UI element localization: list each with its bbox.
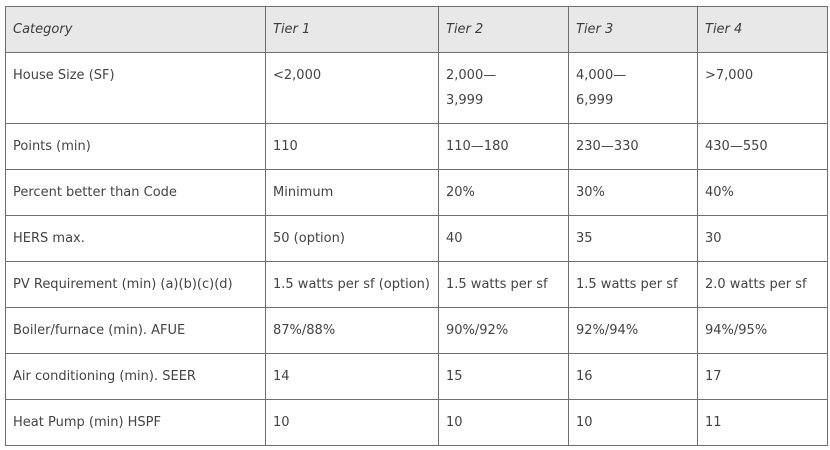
- header-row: Category Tier 1 Tier 2 Tier 3 Tier 4: [5, 6, 828, 53]
- table-row: Heat Pump (min) HSPF 10 10 10 11: [5, 399, 828, 446]
- table-row: HERS max. 50 (option) 40 35 30: [5, 215, 828, 262]
- cell-boiler-tier-3: 92%/94%: [568, 307, 698, 354]
- cell-heat-pump-tier-1: 10: [265, 399, 439, 446]
- cell-pv-tier-1: 1.5 watts per sf (option): [265, 261, 439, 308]
- cell-house-size-tier-2: 2,000— 3,999: [438, 52, 569, 124]
- cell-hers-tier-3: 35: [568, 215, 698, 262]
- row-label-points: Points (min): [5, 123, 266, 170]
- cell-boiler-tier-2: 90%/92%: [438, 307, 569, 354]
- cell-points-tier-4: 430—550: [697, 123, 828, 170]
- cell-ac-tier-1: 14: [265, 353, 439, 400]
- cell-hers-tier-4: 30: [697, 215, 828, 262]
- row-label-house-size: House Size (SF): [5, 52, 266, 124]
- cell-ac-tier-3: 16: [568, 353, 698, 400]
- table-body: House Size (SF) <2,000 2,000— 3,999 4,00…: [5, 52, 828, 446]
- row-label-air-conditioning: Air conditioning (min). SEER: [5, 353, 266, 400]
- cell-hers-tier-2: 40: [438, 215, 569, 262]
- table-row: PV Requirement (min) (a)(b)(c)(d) 1.5 wa…: [5, 261, 828, 308]
- row-label-boiler: Boiler/furnace (min). AFUE: [5, 307, 266, 354]
- row-label-hers: HERS max.: [5, 215, 266, 262]
- cell-ac-tier-4: 17: [697, 353, 828, 400]
- cell-percent-tier-3: 30%: [568, 169, 698, 216]
- table-row: Percent better than Code Minimum 20% 30%…: [5, 169, 828, 216]
- cell-heat-pump-tier-2: 10: [438, 399, 569, 446]
- cell-percent-tier-1: Minimum: [265, 169, 439, 216]
- cell-heat-pump-tier-3: 10: [568, 399, 698, 446]
- table-row: Air conditioning (min). SEER 14 15 16 17: [5, 353, 828, 400]
- header-category: Category: [5, 6, 266, 53]
- tier-requirements-table: Category Tier 1 Tier 2 Tier 3 Tier 4 Hou…: [5, 6, 828, 446]
- cell-boiler-tier-1: 87%/88%: [265, 307, 439, 354]
- header-tier-3: Tier 3: [568, 6, 698, 53]
- cell-house-size-tier-3: 4,000— 6,999: [568, 52, 698, 124]
- table-row: House Size (SF) <2,000 2,000— 3,999 4,00…: [5, 52, 828, 124]
- cell-pv-tier-4: 2.0 watts per sf: [697, 261, 828, 308]
- cell-house-size-tier-1: <2,000: [265, 52, 439, 124]
- cell-pv-tier-3: 1.5 watts per sf: [568, 261, 698, 308]
- tier-table-container: Category Tier 1 Tier 2 Tier 3 Tier 4 Hou…: [5, 6, 828, 446]
- cell-pv-tier-2: 1.5 watts per sf: [438, 261, 569, 308]
- cell-boiler-tier-4: 94%/95%: [697, 307, 828, 354]
- cell-points-tier-2: 110—180: [438, 123, 569, 170]
- cell-percent-tier-4: 40%: [697, 169, 828, 216]
- header-tier-4: Tier 4: [697, 6, 828, 53]
- row-label-heat-pump: Heat Pump (min) HSPF: [5, 399, 266, 446]
- cell-points-tier-1: 110: [265, 123, 439, 170]
- header-tier-2: Tier 2: [438, 6, 569, 53]
- cell-house-size-tier-4: >7,000: [697, 52, 828, 124]
- cell-ac-tier-2: 15: [438, 353, 569, 400]
- cell-heat-pump-tier-4: 11: [697, 399, 828, 446]
- row-label-percent-better: Percent better than Code: [5, 169, 266, 216]
- header-tier-1: Tier 1: [265, 6, 439, 53]
- cell-percent-tier-2: 20%: [438, 169, 569, 216]
- table-row: Points (min) 110 110—180 230—330 430—550: [5, 123, 828, 170]
- table-header: Category Tier 1 Tier 2 Tier 3 Tier 4: [5, 6, 828, 53]
- cell-points-tier-3: 230—330: [568, 123, 698, 170]
- row-label-pv: PV Requirement (min) (a)(b)(c)(d): [5, 261, 266, 308]
- table-row: Boiler/furnace (min). AFUE 87%/88% 90%/9…: [5, 307, 828, 354]
- cell-hers-tier-1: 50 (option): [265, 215, 439, 262]
